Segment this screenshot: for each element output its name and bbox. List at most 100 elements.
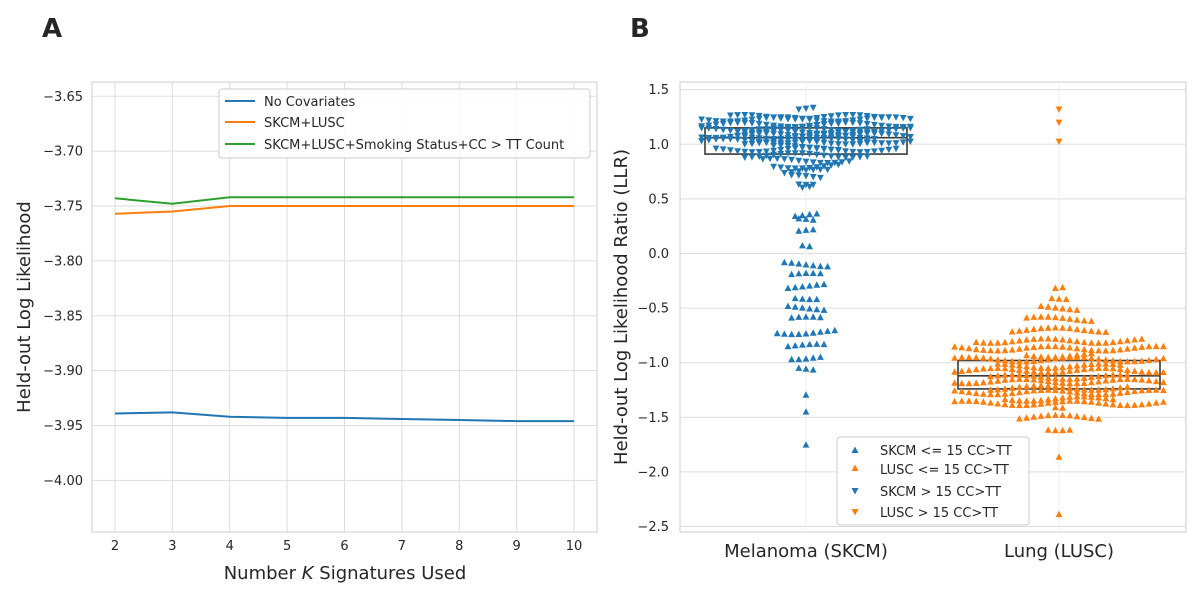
swarm-point-lung-lusc-triangle-up [1109,365,1117,372]
swarm-point-lung-lusc-triangle-up [1102,394,1110,402]
swarm-point-lung-lusc-triangle-up [1037,313,1045,320]
swarm-point-lung-lusc-triangle-up [1124,358,1131,365]
swarm-point-lung-lusc-triangle-up [1059,283,1066,291]
panel-a-legend: No Covariates SKCM+LUSC SKCM+LUSC+Smokin… [218,88,591,159]
swarm-point-melanoma-skcm-triangle-down [791,165,799,172]
swarm-point-lung-lusc-triangle-up [1160,368,1167,376]
swarm-point-melanoma-skcm-triangle-up [788,355,795,363]
swarm-point-melanoma-skcm-triangle-up [788,330,795,338]
swarm-point-melanoma-skcm-triangle-down [849,154,857,161]
swarm-point-lung-lusc-triangle-up [1066,384,1074,391]
swarm-point-melanoma-skcm-triangle-down [763,114,770,122]
swarm-point-lung-lusc-triangle-up [1080,345,1088,353]
swarm-point-melanoma-skcm-triangle-down [907,134,914,141]
swarm-point-melanoma-skcm-triangle-up [802,441,810,448]
swarm-point-lung-lusc-triangle-up [1044,303,1052,310]
swarm-point-lung-lusc-triangle-up [1059,336,1066,343]
swarm-point-lung-lusc-triangle-up [958,379,966,387]
swarm-point-melanoma-skcm-triangle-down [856,120,864,127]
swarm-point-melanoma-skcm-triangle-down [820,131,828,138]
swarm-point-melanoma-skcm-triangle-up [788,259,795,266]
swarm-point-lung-lusc-triangle-up [1080,350,1088,357]
swarm-point-melanoma-skcm-triangle-down [820,121,828,128]
swarm-point-lung-lusc-triangle-up [1116,361,1124,368]
swarm-point-melanoma-skcm-triangle-down [799,115,806,123]
swarm-point-lung-lusc-triangle-up [1073,316,1081,323]
swarm-point-lung-lusc-triangle-up [1030,376,1038,383]
swarm-point-melanoma-skcm-triangle-down [892,132,900,139]
swarm-point-lung-lusc-triangle-up [1102,371,1110,379]
swarm-point-melanoma-skcm-triangle-down [788,172,795,179]
swarm-point-lung-lusc-triangle-up [1073,389,1081,396]
swarm-point-melanoma-skcm-triangle-down [842,136,849,143]
swarm-point-melanoma-skcm-triangle-down [835,127,842,135]
swarm-point-lung-lusc-triangle-up [1016,366,1023,373]
swarm-point-melanoma-skcm-triangle-down [842,141,849,148]
swarm-point-lung-lusc-triangle-up [1008,328,1016,335]
swarm-point-melanoma-skcm-triangle-down [727,112,734,119]
swarm-point-melanoma-skcm-triangle-down [885,131,893,138]
swarm-point-melanoma-skcm-triangle-down [820,126,828,133]
swarm-point-lung-lusc-triangle-up [980,354,987,361]
swarm-point-melanoma-skcm-triangle-down [712,126,720,133]
swarm-point-melanoma-skcm-triangle-down [806,116,813,123]
swarm-point-lung-lusc-triangle-up [1044,356,1052,363]
swarm-point-melanoma-skcm-triangle-up [817,262,824,270]
swarm-point-lung-lusc-triangle-up [1023,363,1030,370]
swarm-point-lung-lusc-triangle-up [1016,345,1023,352]
swarm-point-lung-lusc-triangle-up [1052,426,1059,434]
swarm-point-lung-lusc-triangle-up [1044,411,1052,419]
swarm-point-melanoma-skcm-triangle-down [727,120,734,127]
swarm-point-melanoma-skcm-triangle-up [799,304,806,311]
swarm-point-lung-lusc-triangle-up [1001,346,1009,354]
swarm-point-lung-lusc-triangle-up [1102,377,1110,384]
swarm-point-lung-lusc-triangle-up [1052,395,1059,402]
swarm-point-melanoma-skcm-triangle-down [741,154,749,161]
panel-a-y-ticks: −3.65 −3.70 −3.75 −3.80 −3.85 −3.90 −3.95 −4.00 [43,90,83,489]
swarm-point-melanoma-skcm-triangle-up [799,211,806,219]
swarm-point-melanoma-skcm-triangle-down [777,123,785,130]
swarm-point-lung-lusc-triangle-up [965,379,973,387]
swarm-point-melanoma-skcm-triangle-up [809,262,817,269]
swarm-point-melanoma-skcm-triangle-up [813,340,821,347]
swarm-point-lung-lusc-triangle-up [1066,337,1074,344]
swarm-point-lung-lusc-triangle-up [1059,305,1066,312]
swarm-point-lung-lusc-triangle-up [1073,412,1081,420]
swarm-point-lung-lusc-triangle-up [1066,363,1074,370]
swarm-point-lung-lusc-triangle-up [1131,401,1138,408]
swarm-point-lung-lusc-triangle-up [1109,371,1117,378]
swarm-point-lung-lusc-triangle-up [1016,358,1023,365]
swarm-point-melanoma-skcm-triangle-down [734,148,741,155]
swarm-point-melanoma-skcm-triangle-down [899,133,907,140]
swarm-point-melanoma-skcm-triangle-down [871,148,878,155]
swarm-point-lung-lusc-triangle-up [1145,377,1153,384]
panel-a-y-tick-label: −3.90 [43,364,83,379]
swarm-point-lung-lusc-triangle-up [1080,393,1088,400]
swarm-point-lung-lusc-triangle-up [1073,345,1081,352]
swarm-point-melanoma-skcm-triangle-down [799,150,806,157]
swarm-point-lung-lusc-triangle-up [1052,378,1059,385]
swarm-point-lung-lusc-triangle-up [1138,368,1146,375]
panel-b-plot-area [679,81,1187,533]
swarm-point-melanoma-skcm-triangle-down [741,132,749,139]
swarm-point-lung-lusc-triangle-up [1059,324,1066,331]
panel-a-x-tick-label: 2 [111,539,119,554]
panel-a-x-axis-label: Number K Signatures Used [224,563,467,584]
swarm-point-lung-lusc-triangle-up [1001,385,1009,392]
panel-b-legend: SKCM <= 15 CC>TT LUSC <= 15 CC>TT SKCM >… [836,436,1030,526]
swarm-point-melanoma-skcm-triangle-down [727,147,734,154]
swarm-point-lung-lusc-triangle-up [958,397,966,404]
swarm-point-lung-lusc-triangle-up [1124,383,1131,390]
swarm-point-melanoma-skcm-triangle-up [784,302,792,309]
swarm-point-melanoma-skcm-triangle-down [791,133,799,140]
swarm-point-lung-lusc-triangle-down [1055,138,1063,145]
category-label-lung: Lung (LUSC) [1004,541,1114,562]
swarm-point-melanoma-skcm-triangle-down [849,141,857,148]
swarm-point-melanoma-skcm-triangle-down [741,137,749,144]
swarm-point-lung-lusc-triangle-up [1044,335,1052,342]
swarm-point-melanoma-skcm-triangle-down [842,154,849,161]
swarm-point-lung-lusc-triangle-up [1088,393,1095,400]
swarm-point-lung-lusc-triangle-up [1088,386,1095,393]
swarm-point-melanoma-skcm-triangle-down [863,130,871,138]
swarm-point-melanoma-skcm-triangle-down [741,148,749,156]
